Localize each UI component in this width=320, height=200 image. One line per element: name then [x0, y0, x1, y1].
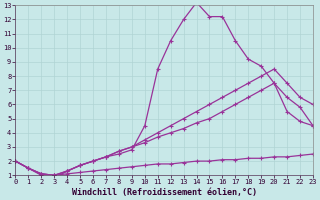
X-axis label: Windchill (Refroidissement éolien,°C): Windchill (Refroidissement éolien,°C) [72, 188, 257, 197]
